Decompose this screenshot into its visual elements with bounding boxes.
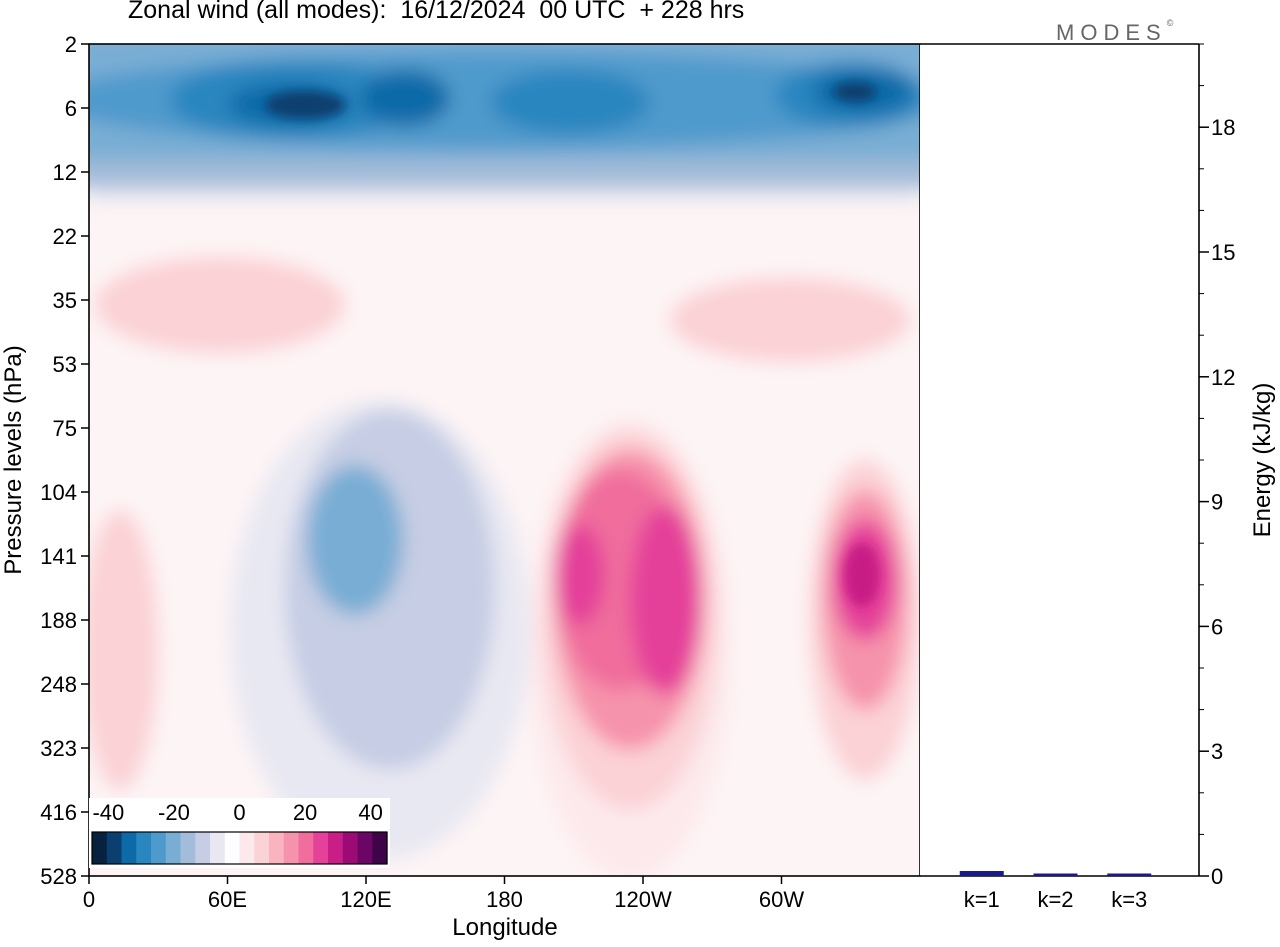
y-tick-label: 104 [40, 480, 77, 505]
x-tick-label: 180 [486, 887, 523, 912]
colorbar-swatch [357, 832, 373, 864]
y-tick-label: 53 [53, 352, 77, 377]
energy-category-label: k=3 [1111, 887, 1147, 912]
heatmap-jet-a-core-2 [555, 525, 605, 625]
energy-category-label: k=1 [964, 887, 1000, 912]
y-tick-label: 141 [40, 544, 77, 569]
energy-panel-background [920, 44, 1199, 876]
colorbar-swatch [165, 832, 182, 864]
colorbar-swatch [195, 832, 211, 864]
y-tick-label: 12 [53, 160, 77, 185]
energy-tick-label: 0 [1211, 864, 1223, 889]
heatmap-jet-b-extreme [844, 543, 880, 607]
heatmap-jet-a-core-1 [630, 505, 700, 695]
x-tick-label: 60E [208, 887, 247, 912]
energy-bar [959, 871, 1004, 876]
colorbar-swatch [151, 832, 167, 864]
energy-tick-label: 9 [1211, 490, 1223, 515]
heatmap-strat-max-2 [360, 70, 450, 126]
colorbar: -40 -20 0 20 40 [89, 798, 390, 868]
colorbar-swatch [106, 832, 123, 864]
energy-bars: k=1 k=2 k=3 [959, 871, 1152, 912]
colorbar-swatch [372, 832, 388, 864]
heatmap-west-edge [89, 510, 158, 790]
y-tick-label: 2 [65, 32, 77, 57]
colorbar-tick-label: 40 [358, 800, 382, 825]
heatmap-strat-core-2 [490, 70, 650, 134]
colorbar-swatch [328, 832, 344, 864]
energy-tick-label: 6 [1211, 614, 1223, 639]
colorbar-frame [91, 831, 388, 865]
y-tick-label: 22 [53, 224, 77, 249]
heatmap-westerly-band-2 [670, 278, 910, 362]
y-tick-label: 6 [65, 96, 77, 121]
y-tick-label: 35 [53, 288, 77, 313]
energy-tick-label: 15 [1211, 240, 1235, 265]
colorbar-swatch [92, 832, 108, 864]
heatmap-westerly-band-1 [95, 257, 345, 353]
colorbar-swatch [269, 832, 285, 864]
energy-axis: 0 3 6 9 12 15 18 [1199, 43, 1235, 889]
x-tick-label: 0 [83, 887, 95, 912]
colorbar-swatch [313, 832, 329, 864]
energy-bar [1033, 873, 1078, 876]
energy-tick-label: 18 [1211, 115, 1235, 140]
colorbar-tick-label: 20 [293, 800, 317, 825]
x-tick-label: 120E [340, 887, 391, 912]
colorbar-swatch [239, 832, 255, 864]
colorbar-tick-label: 0 [233, 800, 245, 825]
colorbar-swatch [121, 832, 137, 864]
logo-text: MODES [1056, 20, 1167, 45]
colorbar-swatch [283, 832, 300, 864]
energy-axis-label: Energy (kJ/kg) [1249, 383, 1276, 538]
heatmap-strat-extreme-2 [833, 82, 877, 102]
y-tick-label: 528 [40, 864, 77, 889]
heatmap-easterly-core [307, 465, 403, 615]
colorbar-swatch [298, 832, 314, 864]
y-tick-label: 75 [53, 416, 77, 441]
energy-tick-label: 12 [1211, 365, 1235, 390]
zonal-wind-heatmap [89, 44, 920, 876]
colorbar-swatch [342, 832, 359, 864]
y-tick-label: 188 [40, 608, 77, 633]
colorbar-swatch [136, 832, 152, 864]
colorbar-swatch [180, 832, 196, 864]
colorbar-tick-label: -40 [92, 800, 124, 825]
modes-logo: MODES© [1056, 18, 1174, 46]
y-tick-label: 323 [40, 736, 77, 761]
x-tick-label: 60W [759, 887, 804, 912]
colorbar-swatch [210, 832, 226, 864]
heatmap-strat-extreme-1 [265, 91, 345, 119]
heatmap-axes: 0 60E 120E 180 120W 60W 2 6 12 22 35 53 75 104 141 188 2… [40, 32, 804, 912]
y-axis-label: Pressure levels (hPa) [0, 345, 27, 574]
colorbar-swatch [224, 832, 241, 864]
logo-mark: © [1166, 18, 1174, 28]
x-tick-label: 120W [614, 887, 672, 912]
colorbar-swatch [254, 832, 270, 864]
x-axis-label: Longitude [452, 914, 557, 941]
energy-tick-label: 3 [1211, 739, 1223, 764]
y-tick-label: 248 [40, 672, 77, 697]
energy-category-label: k=2 [1037, 887, 1073, 912]
colorbar-tick-label: -20 [158, 800, 190, 825]
chart-title: Zonal wind (all modes): 16/12/2024 00 UT… [128, 0, 745, 24]
energy-bar [1107, 873, 1152, 876]
y-tick-label: 416 [40, 800, 77, 825]
